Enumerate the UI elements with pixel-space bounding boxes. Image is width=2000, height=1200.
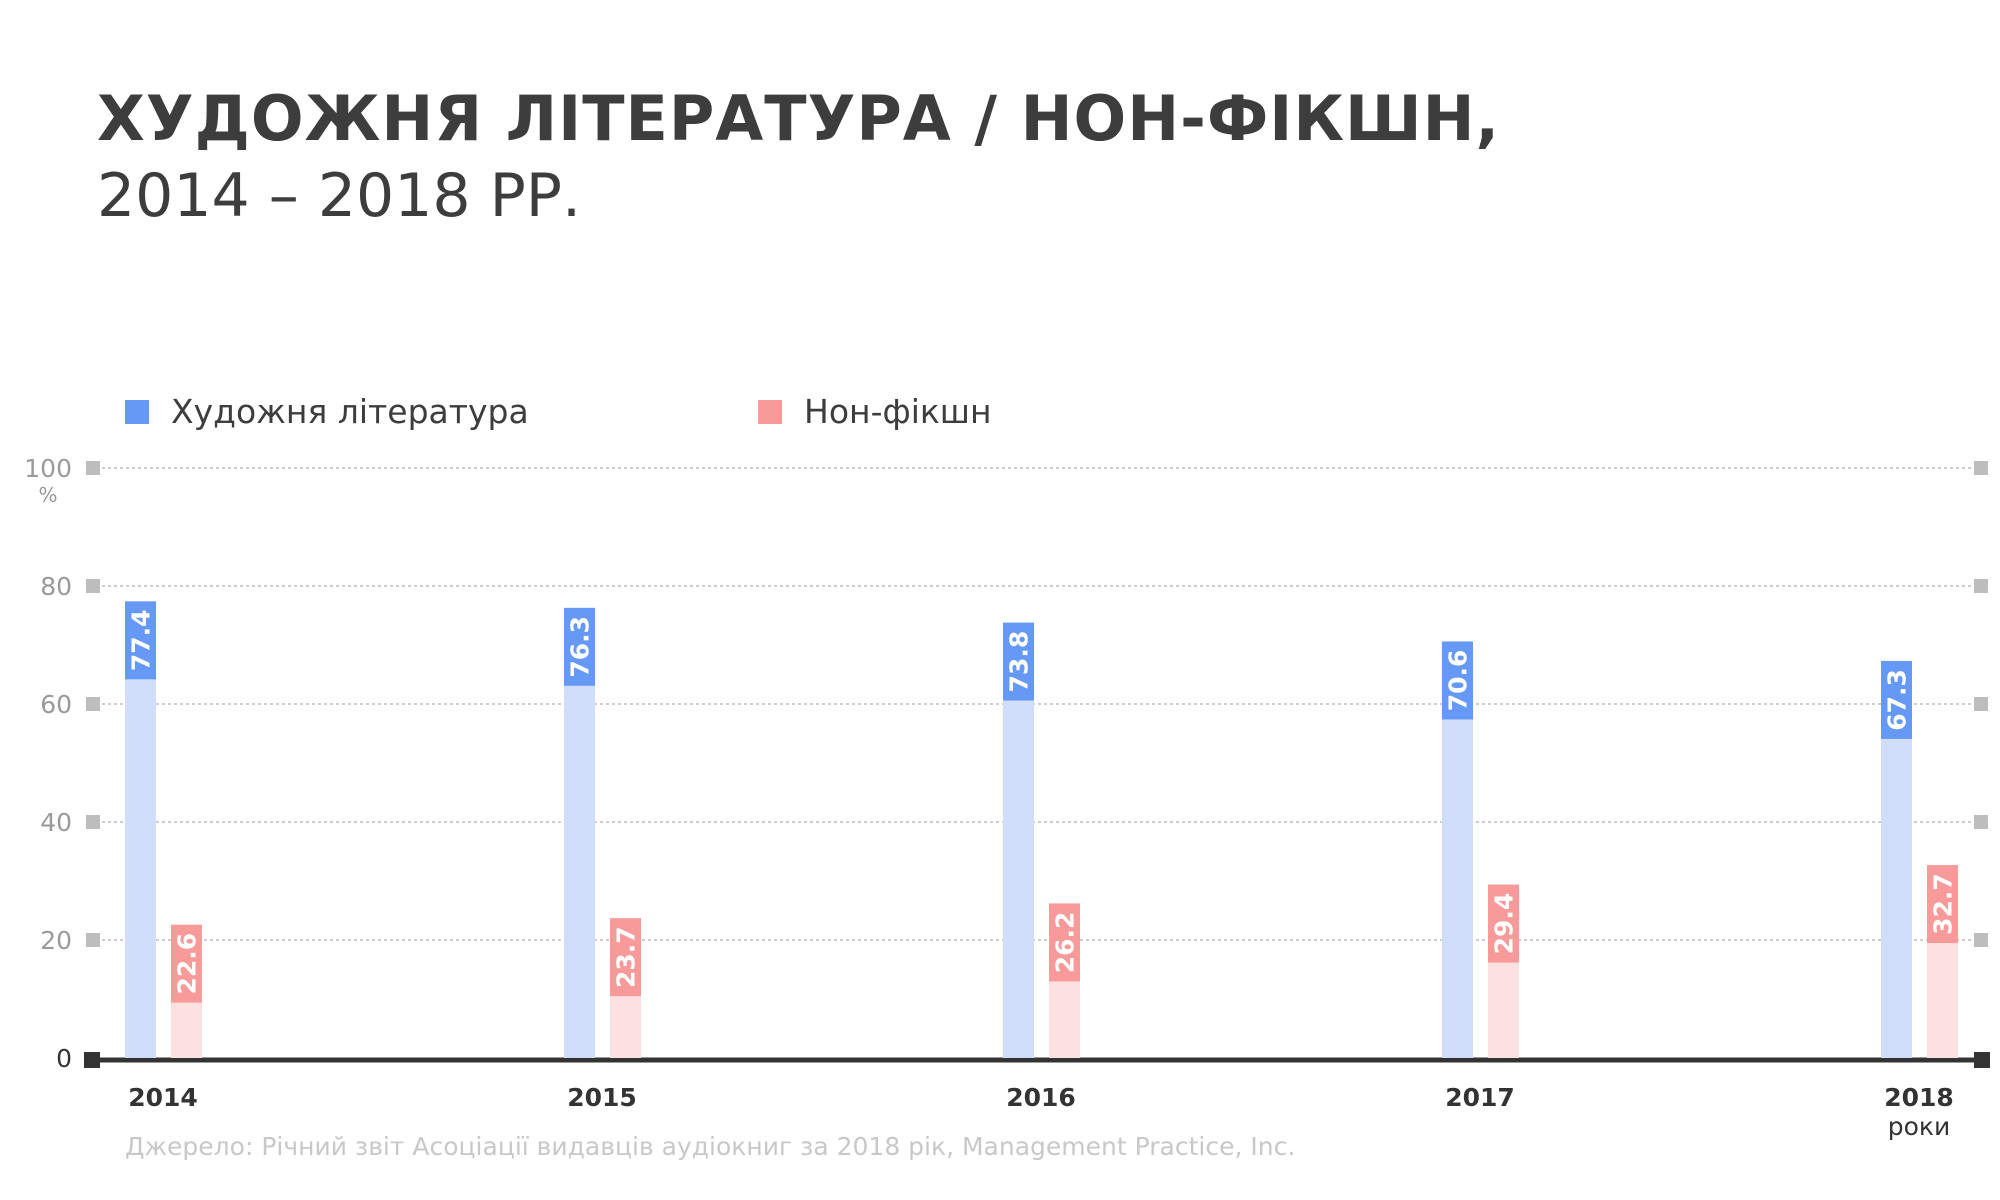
bar-nonfiction-cap xyxy=(1927,865,1958,944)
bar-nonfiction-cap xyxy=(610,918,641,997)
bar-nonfiction-body xyxy=(171,1002,202,1058)
x-tick-label: 2014 xyxy=(128,1083,198,1112)
y-axis-unit: % xyxy=(38,483,57,507)
bar-nonfiction-body xyxy=(1927,943,1958,1058)
grid-marker-right xyxy=(1974,815,1988,829)
bar-fiction-cap xyxy=(1003,622,1034,701)
chart-subtitle: 2014 – 2018 РР. xyxy=(97,161,582,231)
legend: Художня література Нон-фікшн xyxy=(0,392,2000,432)
grid-marker-left xyxy=(86,579,100,593)
chart-title: ХУДОЖНЯ ЛІТЕРАТУРА / НОН-ФІКШН, xyxy=(97,82,1501,155)
data-label: 26.2 xyxy=(1051,912,1080,974)
data-label: 70.6 xyxy=(1444,650,1473,712)
y-tick-label: 80 xyxy=(40,572,72,601)
y-tick-label: 40 xyxy=(40,808,72,837)
legend-swatch-fiction xyxy=(125,399,149,424)
data-label: 76.3 xyxy=(566,616,595,678)
axis-end-left xyxy=(84,1052,100,1068)
bar-fiction-body xyxy=(1003,700,1034,1058)
bar-fiction-body xyxy=(1881,738,1912,1058)
data-label: 67.3 xyxy=(1883,669,1912,731)
legend-label-fiction: Художня література xyxy=(171,392,529,431)
grid-marker-left xyxy=(86,461,100,475)
data-label: 32.7 xyxy=(1929,873,1958,935)
data-label: 29.4 xyxy=(1490,893,1519,955)
bar-fiction-cap xyxy=(564,607,595,686)
grid-marker-right xyxy=(1974,697,1988,711)
bar-nonfiction-body xyxy=(1049,981,1080,1058)
legend-item-nonfiction: Нон-фікшн xyxy=(758,392,992,431)
y-tick-label: 0 xyxy=(56,1044,72,1073)
legend-item-fiction: Художня література xyxy=(125,392,529,431)
bar-fiction-body xyxy=(1442,719,1473,1058)
y-tick-label: 20 xyxy=(40,926,72,955)
bar-nonfiction-body xyxy=(1488,962,1519,1058)
bar-fiction-body xyxy=(564,685,595,1058)
bar-fiction-cap xyxy=(125,601,156,680)
bar-fiction-cap xyxy=(1442,641,1473,720)
bar-fiction-cap xyxy=(1881,660,1912,739)
grid-marker-right xyxy=(1974,579,1988,593)
y-tick-label: 60 xyxy=(40,690,72,719)
grid-marker-right xyxy=(1974,933,1988,947)
legend-label-nonfiction: Нон-фікшн xyxy=(804,392,992,431)
bar-nonfiction-cap xyxy=(1049,903,1080,982)
bar-nonfiction-body xyxy=(610,996,641,1058)
grid-marker-left xyxy=(86,697,100,711)
legend-swatch-nonfiction xyxy=(758,399,782,424)
data-label: 23.7 xyxy=(612,926,641,988)
x-tick-label: 2015 xyxy=(567,1083,637,1112)
grid-marker-left xyxy=(86,815,100,829)
axis-end-right xyxy=(1974,1052,1990,1068)
grid-marker-left xyxy=(86,933,100,947)
data-label: 73.8 xyxy=(1005,631,1034,693)
x-tick-label: 2016 xyxy=(1006,1083,1076,1112)
x-tick-label: 2017 xyxy=(1445,1083,1515,1112)
data-label: 22.6 xyxy=(173,933,202,995)
data-label: 77.4 xyxy=(127,609,156,671)
bar-fiction-body xyxy=(125,679,156,1058)
source-note: Джерело: Річний звіт Асоціації видавців … xyxy=(125,1132,1296,1161)
x-tick-label: 2018 xyxy=(1884,1083,1954,1112)
grid-marker-right xyxy=(1974,461,1988,475)
y-tick-label: 100 xyxy=(24,454,72,483)
bar-nonfiction-cap xyxy=(171,924,202,1003)
bar-nonfiction-cap xyxy=(1488,884,1519,963)
x-axis-unit: роки xyxy=(1888,1112,1951,1141)
